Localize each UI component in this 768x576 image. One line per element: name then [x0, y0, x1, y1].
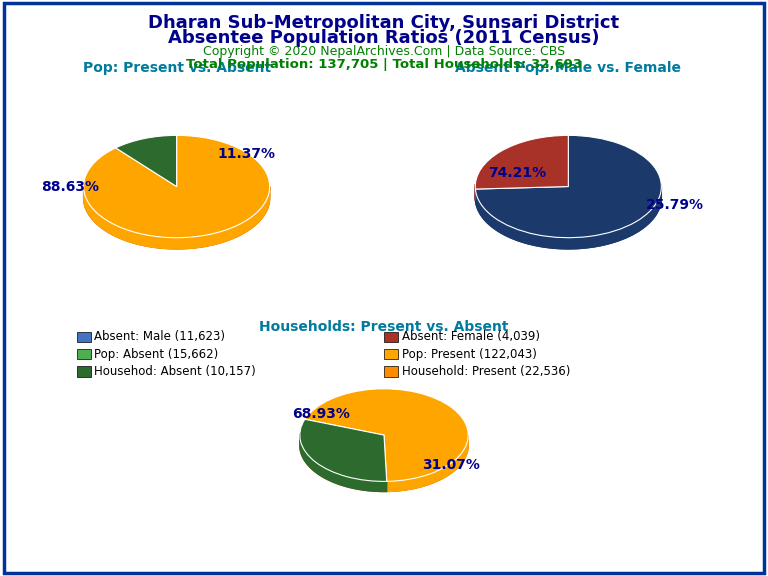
Text: Absentee Population Ratios (2011 Census): Absentee Population Ratios (2011 Census) — [168, 29, 600, 47]
Text: Absent: Male (11,623): Absent: Male (11,623) — [94, 331, 226, 343]
Text: Pop: Absent (15,662): Pop: Absent (15,662) — [94, 348, 219, 361]
Text: Househod: Absent (10,157): Househod: Absent (10,157) — [94, 365, 257, 378]
Wedge shape — [475, 135, 568, 189]
Title: Households: Present vs. Absent: Households: Present vs. Absent — [260, 320, 508, 334]
Wedge shape — [84, 135, 270, 238]
Polygon shape — [300, 434, 387, 491]
Text: 31.07%: 31.07% — [422, 457, 480, 472]
Text: Copyright © 2020 NepalArchives.Com | Data Source: CBS: Copyright © 2020 NepalArchives.Com | Dat… — [203, 45, 565, 58]
Text: Dharan Sub-Metropolitan City, Sunsari District: Dharan Sub-Metropolitan City, Sunsari Di… — [148, 14, 620, 32]
Text: 74.21%: 74.21% — [488, 165, 546, 180]
Polygon shape — [300, 435, 468, 491]
Title: Absent Pop: Male vs. Female: Absent Pop: Male vs. Female — [455, 61, 681, 75]
Wedge shape — [475, 135, 661, 238]
Title: Pop: Present vs. Absent: Pop: Present vs. Absent — [83, 61, 270, 75]
Text: Pop: Present (122,043): Pop: Present (122,043) — [402, 348, 537, 361]
Polygon shape — [475, 184, 661, 249]
Text: 11.37%: 11.37% — [217, 147, 276, 161]
Text: Total Population: 137,705 | Total Households: 32,693: Total Population: 137,705 | Total Househ… — [186, 58, 582, 71]
Polygon shape — [387, 437, 468, 491]
Text: 68.93%: 68.93% — [292, 407, 349, 421]
Polygon shape — [84, 188, 270, 249]
Text: Household: Present (22,536): Household: Present (22,536) — [402, 365, 570, 378]
Wedge shape — [116, 135, 177, 187]
Wedge shape — [300, 419, 387, 482]
Polygon shape — [475, 187, 661, 249]
Polygon shape — [84, 187, 270, 249]
Text: 25.79%: 25.79% — [647, 198, 704, 212]
Text: Absent: Female (4,039): Absent: Female (4,039) — [402, 331, 540, 343]
Wedge shape — [305, 389, 468, 482]
Text: 88.63%: 88.63% — [41, 180, 98, 194]
